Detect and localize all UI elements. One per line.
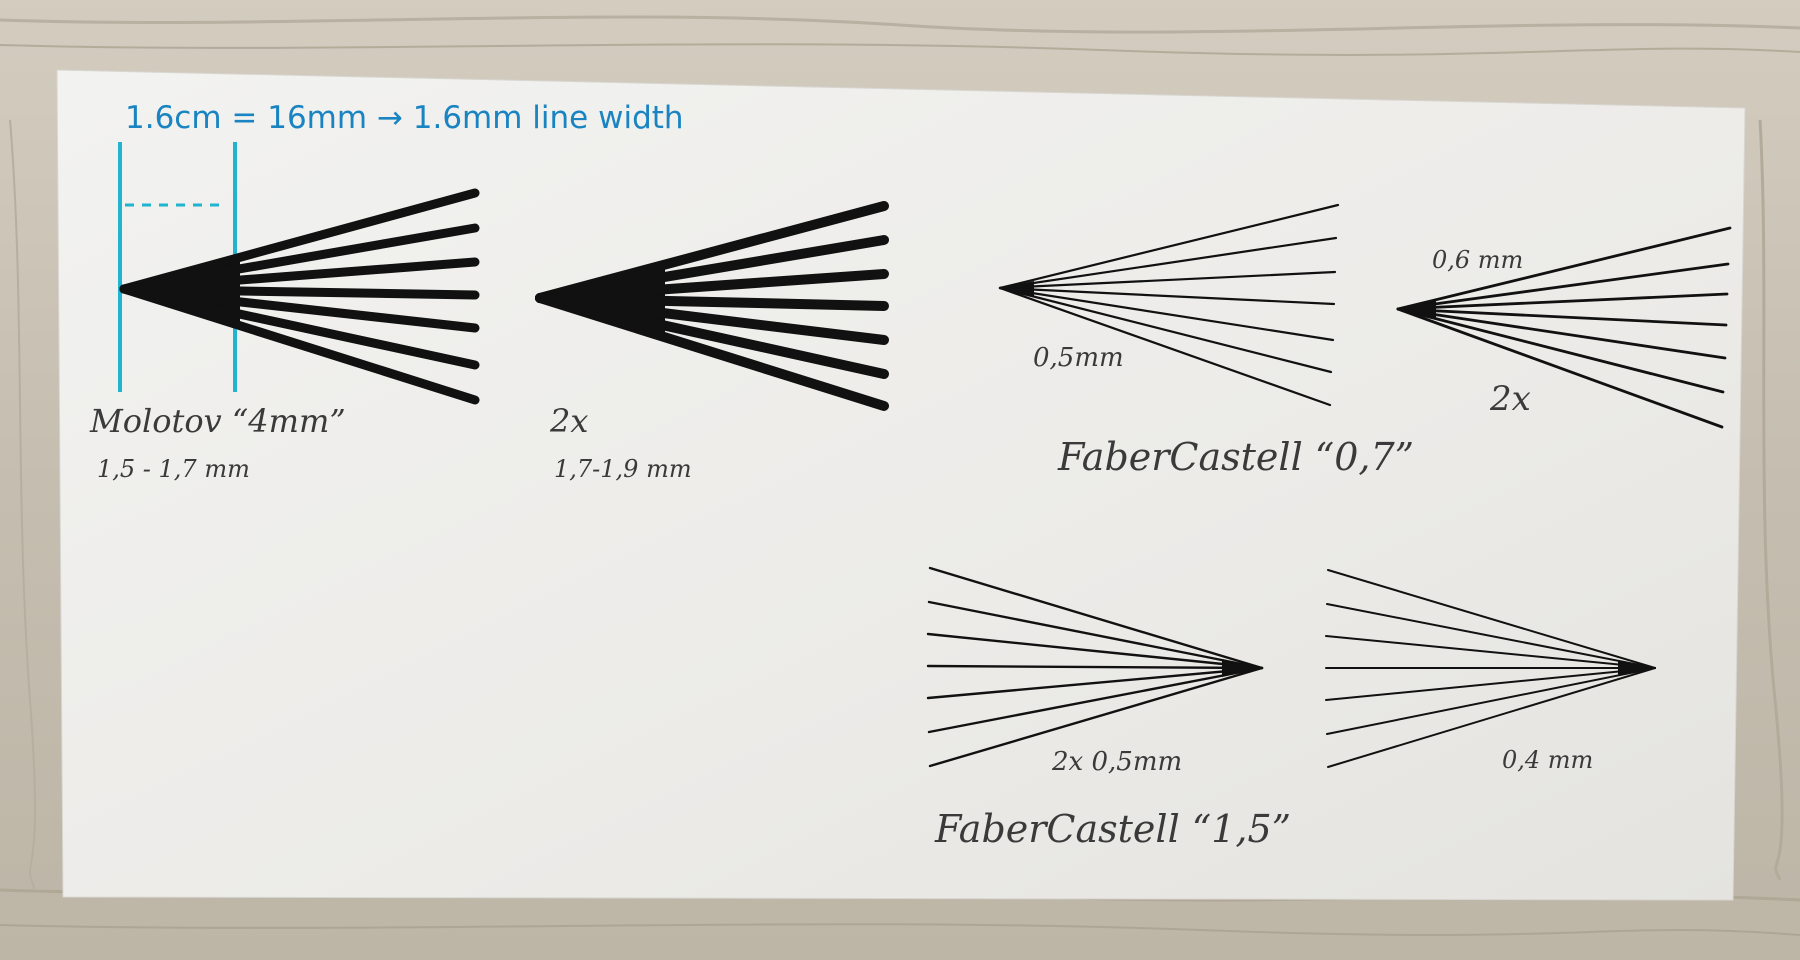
- label-molotov-2x: 2x: [549, 402, 588, 440]
- label-fc15-name: FaberCastell “1,5”: [934, 807, 1291, 851]
- label-molotov-width: 1,5 - 1,7 mm: [97, 455, 250, 483]
- label-fc07-width: 0,5mm: [1033, 343, 1124, 373]
- label-fc15-2x-width: 2x 0,5mm: [1051, 747, 1182, 777]
- paper-sheet: [56, 69, 1746, 901]
- molotov-fan: [119, 188, 480, 405]
- fabercastell-15-fan: [1325, 569, 1656, 768]
- fabercastell-07-2x-fan: [1396, 226, 1732, 429]
- measurement-annotation-text: 1.6cm = 16mm → 1.6mm line width: [125, 100, 684, 136]
- label-fc07-name: FaberCastell “0,7”: [1057, 435, 1414, 479]
- label-molotov: Molotov “4mm”: [89, 402, 346, 440]
- fabercastell-07-fan: [998, 203, 1340, 407]
- label-fc07-2x: 2x: [1489, 379, 1531, 419]
- fabercastell-15-2x-fan: [926, 566, 1264, 768]
- label-fc07-2x-width: 0,6 mm: [1432, 246, 1523, 274]
- label-molotov-2x-width: 1,7-1,9 mm: [554, 455, 692, 483]
- molotov-2x-fan: [535, 201, 889, 411]
- label-fc15-width: 0,4 mm: [1502, 746, 1593, 774]
